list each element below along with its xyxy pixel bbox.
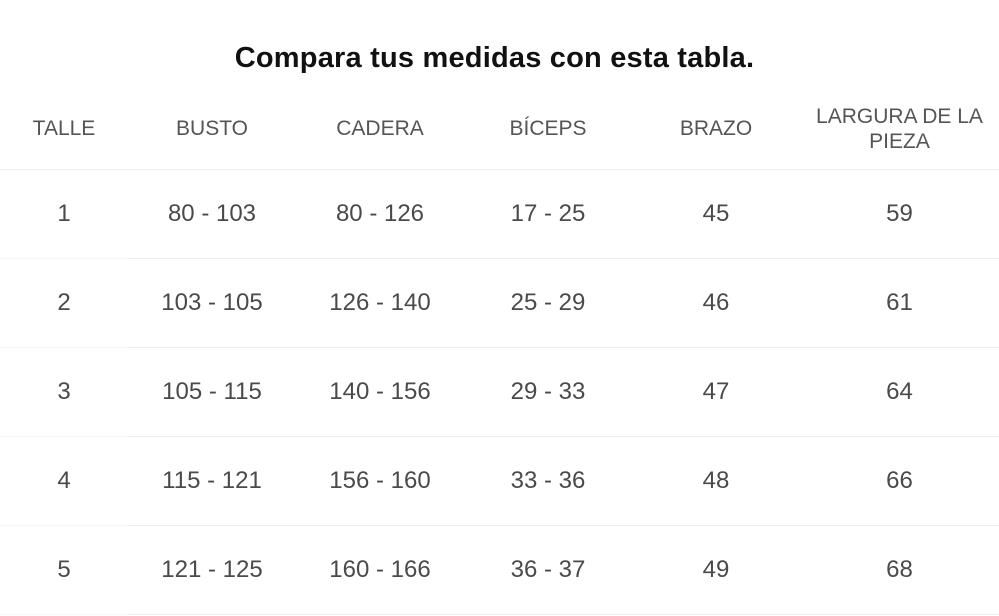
- cell-brazo: 48: [632, 436, 800, 526]
- table-row: 3 105 - 115 140 - 156 29 - 33 47 64: [0, 347, 999, 437]
- cell-brazo: 47: [632, 347, 800, 437]
- cell-largura: 59: [800, 169, 999, 259]
- cell-cadera: 126 - 140: [296, 258, 464, 348]
- header-talle: TALLE: [0, 88, 128, 170]
- cell-largura: 66: [800, 436, 999, 526]
- cell-brazo: 45: [632, 169, 800, 259]
- cell-largura: 68: [800, 525, 999, 615]
- cell-biceps: 17 - 25: [464, 169, 632, 259]
- cell-busto: 80 - 103: [128, 169, 296, 259]
- cell-biceps: 33 - 36: [464, 436, 632, 526]
- table-row: 2 103 - 105 126 - 140 25 - 29 46 61: [0, 258, 999, 348]
- cell-largura: 61: [800, 258, 999, 348]
- cell-talle: 5: [0, 525, 128, 615]
- cell-biceps: 36 - 37: [464, 525, 632, 615]
- cell-talle: 1: [0, 169, 128, 259]
- cell-biceps: 25 - 29: [464, 258, 632, 348]
- page-title: Compara tus medidas con esta tabla.: [234, 42, 755, 74]
- cell-largura: 64: [800, 347, 999, 437]
- cell-talle: 4: [0, 436, 128, 526]
- header-largura: LARGURA DE LA PIEZA: [800, 88, 999, 170]
- cell-cadera: 80 - 126: [296, 169, 464, 259]
- cell-talle: 3: [0, 347, 128, 437]
- table-header-row: TALLE BUSTO CADERA BÍCEPS BRAZO LARGURA …: [0, 88, 999, 170]
- size-chart-table: TALLE BUSTO CADERA BÍCEPS BRAZO LARGURA …: [0, 88, 999, 615]
- cell-busto: 115 - 121: [128, 436, 296, 526]
- cell-cadera: 140 - 156: [296, 347, 464, 437]
- cell-brazo: 46: [632, 258, 800, 348]
- header-biceps: BÍCEPS: [464, 88, 632, 170]
- header-busto: BUSTO: [128, 88, 296, 170]
- cell-brazo: 49: [632, 525, 800, 615]
- cell-biceps: 29 - 33: [464, 347, 632, 437]
- header-brazo: BRAZO: [632, 88, 800, 170]
- cell-cadera: 160 - 166: [296, 525, 464, 615]
- cell-busto: 103 - 105: [128, 258, 296, 348]
- header-cadera: CADERA: [296, 88, 464, 170]
- table-row: 1 80 - 103 80 - 126 17 - 25 45 59: [0, 169, 999, 259]
- table-row: 4 115 - 121 156 - 160 33 - 36 48 66: [0, 436, 999, 526]
- cell-talle: 2: [0, 258, 128, 348]
- cell-busto: 105 - 115: [128, 347, 296, 437]
- table-row: 5 121 - 125 160 - 166 36 - 37 49 68: [0, 525, 999, 615]
- cell-cadera: 156 - 160: [296, 436, 464, 526]
- cell-busto: 121 - 125: [128, 525, 296, 615]
